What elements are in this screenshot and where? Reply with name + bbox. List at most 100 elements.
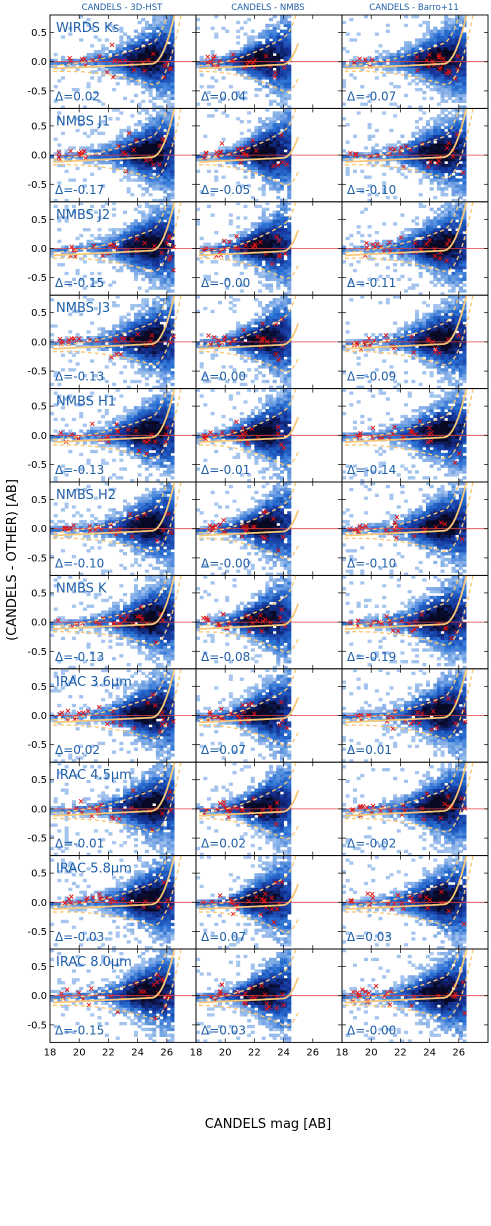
density-cell xyxy=(144,50,149,54)
density-cell xyxy=(86,149,91,153)
density-cell xyxy=(440,204,445,209)
outlier-point xyxy=(167,257,172,263)
y-tick-label: 0.0 xyxy=(31,151,47,162)
density-cell xyxy=(451,190,456,194)
density-cell xyxy=(166,359,171,363)
density-cell xyxy=(163,178,168,182)
density-cell xyxy=(141,146,146,150)
density-cell xyxy=(360,85,365,89)
density-cell xyxy=(148,344,153,349)
density-cell xyxy=(133,73,138,77)
outlier-point xyxy=(275,162,281,168)
density-cell xyxy=(425,254,430,258)
density-cell xyxy=(269,41,274,45)
density-cell xyxy=(119,140,124,144)
density-cell xyxy=(163,356,168,360)
density-cell xyxy=(163,23,168,28)
density-cell xyxy=(345,248,350,252)
density-cell xyxy=(444,280,449,284)
density-cell xyxy=(159,225,164,229)
density-cell xyxy=(444,120,449,124)
density-cell xyxy=(451,222,456,226)
density-cell xyxy=(166,210,171,214)
density-cell xyxy=(444,268,449,273)
density-cell xyxy=(436,251,441,255)
density-cell xyxy=(404,239,409,244)
density-cell xyxy=(159,371,164,375)
density-cell xyxy=(141,365,146,369)
density-cell xyxy=(378,248,383,252)
density-cell xyxy=(393,155,398,159)
density-cell xyxy=(429,169,434,174)
density-cell xyxy=(60,353,65,357)
density-cell xyxy=(236,52,241,57)
density-cell xyxy=(243,233,248,238)
density-cell xyxy=(53,198,58,202)
density-cell xyxy=(279,254,284,258)
density-cell xyxy=(239,230,244,235)
density-cell xyxy=(455,23,460,28)
density-cell xyxy=(283,128,288,133)
density-cell xyxy=(429,128,434,133)
density-cell xyxy=(126,146,131,150)
density-cell xyxy=(155,114,160,118)
density-cell xyxy=(279,263,284,267)
density-cell xyxy=(265,201,270,206)
density-cell xyxy=(425,163,430,168)
density-cell xyxy=(97,99,102,103)
density-cell xyxy=(425,131,430,136)
density-cell xyxy=(214,169,219,174)
lower-percentile-curve xyxy=(344,201,474,273)
density-cell xyxy=(349,58,354,63)
density-cell xyxy=(455,187,460,191)
density-cell xyxy=(261,137,266,141)
density-cell xyxy=(287,289,292,293)
density-cell xyxy=(411,47,416,51)
density-cell xyxy=(418,117,423,121)
outlier-point xyxy=(446,237,452,243)
density-cell xyxy=(228,242,233,246)
density-cell xyxy=(137,356,142,360)
density-cell xyxy=(108,146,113,150)
density-cell xyxy=(269,125,274,130)
density-cell xyxy=(141,266,146,270)
density-cell xyxy=(152,26,157,30)
density-cell xyxy=(75,333,80,337)
density-cell xyxy=(458,152,463,156)
density-cell xyxy=(148,353,153,357)
density-cell xyxy=(243,169,248,174)
density-cell xyxy=(287,292,292,296)
density-cell xyxy=(137,309,142,314)
density-cell xyxy=(71,210,76,214)
density-cell xyxy=(458,90,463,95)
density-cell xyxy=(374,248,379,252)
density-cell xyxy=(68,158,73,162)
density-cell xyxy=(90,160,95,165)
density-cell xyxy=(119,128,124,133)
density-cell xyxy=(119,236,124,241)
density-cell xyxy=(159,248,164,252)
density-cell xyxy=(276,32,281,36)
density-cell xyxy=(440,128,445,133)
density-cell xyxy=(232,160,237,165)
density-cell xyxy=(148,213,153,217)
density-cell xyxy=(148,117,153,121)
density-cell xyxy=(144,149,149,153)
density-cell xyxy=(283,17,288,22)
density-cell xyxy=(462,70,467,74)
density-cell xyxy=(261,67,266,71)
density-cell xyxy=(90,143,95,147)
density-cell xyxy=(433,225,438,229)
density-cell xyxy=(269,76,274,80)
density-cell xyxy=(396,242,401,246)
density-cell xyxy=(287,230,292,235)
density-cell xyxy=(166,82,171,86)
density-cell xyxy=(378,52,383,57)
density-cell xyxy=(170,371,175,375)
density-cell xyxy=(126,172,131,176)
density-cell xyxy=(126,324,131,328)
density-cell xyxy=(144,266,149,270)
density-cell xyxy=(155,155,160,159)
density-cell xyxy=(130,152,135,156)
density-cell xyxy=(261,193,266,197)
